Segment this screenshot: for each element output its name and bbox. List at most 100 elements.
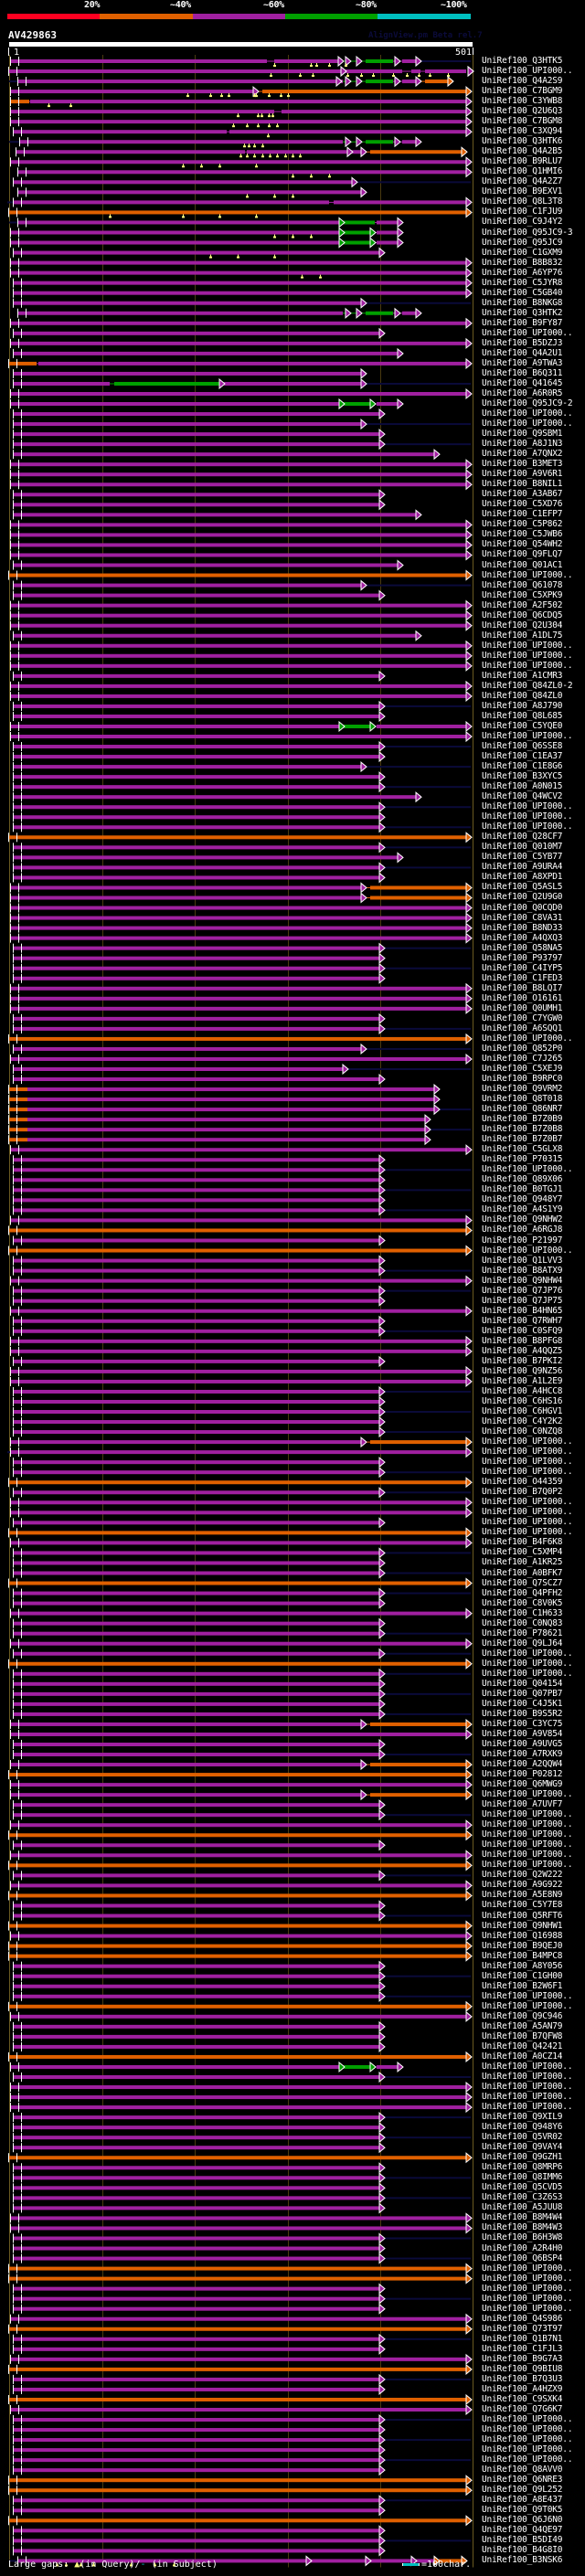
hit-label[interactable]: UniRef100_B8LQI7 [482,982,563,993]
hit-label[interactable]: UniRef100_Q2U304 [482,620,563,631]
hit-label[interactable]: UniRef100_A9URA4 [482,862,563,873]
hit-label[interactable]: UniRef100_B9RPC0 [482,1074,563,1085]
hit-label[interactable]: UniRef100_Q8IMM6 [482,2172,563,2183]
hit-label[interactable]: UniRef100_B8ATX9 [482,1265,563,1276]
hit-label[interactable]: UniRef100_B2W6F1 [482,1980,563,1991]
hit-label[interactable]: UniRef100_B9RLU7 [482,156,563,167]
hit-label[interactable]: UniRef100_B9QEJ0 [482,1940,563,1951]
hit-label[interactable]: UniRef100_Q9C946 [482,2010,563,2021]
hit-label[interactable]: UniRef100_Q3HTK2 [482,307,563,318]
hit-label[interactable]: UniRef100_UPI000.. [482,1668,573,1679]
hit-label[interactable]: UniRef100_UPI000.. [482,1497,573,1508]
hit-label[interactable]: UniRef100_B8ND33 [482,922,563,933]
hit-label[interactable]: UniRef100_B8M4W3 [482,2222,563,2233]
hit-label[interactable]: UniRef100_P21997 [482,1235,563,1246]
hit-label[interactable]: UniRef100_A5AN79 [482,2020,563,2031]
hit-label[interactable]: UniRef100_Q9NZ56 [482,1365,563,1376]
hit-label[interactable]: UniRef100_UPI000.. [482,1457,573,1468]
hit-label[interactable]: UniRef100_A3AB67 [482,489,563,500]
hit-label[interactable]: UniRef100_C1FJU9 [482,207,563,217]
hit-label[interactable]: UniRef100_UPI000.. [482,2061,573,2072]
hit-label[interactable]: UniRef100_C1FJL3 [482,2343,563,2354]
hit-label[interactable]: UniRef100_A9UVG5 [482,1739,563,1749]
hit-label[interactable]: UniRef100_UPI000.. [482,2273,573,2284]
hit-label[interactable]: UniRef100_Q9VAY4 [482,2142,563,2153]
hit-label[interactable]: UniRef100_UPI000.. [482,1648,573,1659]
hit-label[interactable]: UniRef100_B5DI49 [482,2535,563,2546]
hit-label[interactable]: UniRef100_Q5RFT6 [482,1910,563,1921]
hit-label[interactable]: UniRef100_Q8T018 [482,1094,563,1105]
hit-label[interactable]: UniRef100_Q948Y6 [482,2122,563,2133]
hit-label[interactable]: UniRef100_UPI000.. [482,1789,573,1800]
hit-label[interactable]: UniRef100_Q7JP75 [482,1295,563,1306]
hit-label[interactable]: UniRef100_B4F6K8 [482,1537,563,1548]
hit-label[interactable]: UniRef100_A8XPD1 [482,872,563,883]
hit-label[interactable]: UniRef100_C5JYR8 [482,277,563,288]
hit-label[interactable]: UniRef100_Q9L252 [482,2485,563,2496]
hit-label[interactable]: UniRef100_B9G7A3 [482,2353,563,2364]
hit-label[interactable]: UniRef100_C1EFP7 [482,509,563,520]
hit-label[interactable]: UniRef100_UPI000.. [482,1860,573,1871]
hit-label[interactable]: UniRef100_A7UVF7 [482,1799,563,1810]
hit-label[interactable]: UniRef100_UPI000.. [482,2424,573,2435]
hit-label[interactable]: UniRef100_Q9NHW1 [482,1920,563,1931]
hit-label[interactable]: UniRef100_UPI000.. [482,1467,573,1478]
hit-label[interactable]: UniRef100_C0NQ83 [482,1617,563,1628]
hit-label[interactable]: UniRef100_Q73T97 [482,2323,563,2334]
hit-label[interactable]: UniRef100_Q84ZL0-2 [482,680,573,691]
hit-label[interactable]: UniRef100_C3YC75 [482,1718,563,1729]
hit-label[interactable]: UniRef100_UPI000.. [482,2303,573,2314]
hit-label[interactable]: UniRef100_Q1HMI6 [482,166,563,177]
hit-label[interactable]: UniRef100_C3Z6S3 [482,2192,563,2203]
hit-label[interactable]: UniRef100_A0CZ14 [482,2051,563,2062]
hit-label[interactable]: UniRef100_P93797 [482,952,563,963]
hit-label[interactable]: UniRef100_C5Y7E8 [482,1900,563,1911]
hit-label[interactable]: UniRef100_UPI000.. [482,2434,573,2445]
hit-label[interactable]: UniRef100_UPI000.. [482,650,573,661]
hit-label[interactable]: UniRef100_B6Q311 [482,367,563,378]
hit-label[interactable]: UniRef100_Q9SBM1 [482,429,563,440]
hit-label[interactable]: UniRef100_C1EA37 [482,751,563,762]
hit-label[interactable]: UniRef100_Q0CQD0 [482,902,563,913]
hit-label[interactable]: UniRef100_Q95JC9 [482,237,563,248]
hit-label[interactable]: UniRef100_Q4A2U1 [482,347,563,358]
hit-label[interactable]: UniRef100_B7Q0P2 [482,1487,563,1498]
hit-label[interactable]: UniRef100_A4QXQ3 [482,932,563,943]
hit-label[interactable]: UniRef100_Q8AVV0 [482,2465,563,2475]
hit-label[interactable]: UniRef100_C5YQE0 [482,720,563,731]
hit-label[interactable]: UniRef100_B0TGJ1 [482,1184,563,1195]
hit-label[interactable]: UniRef100_UPI000.. [482,2454,573,2465]
hit-label[interactable]: UniRef100_B9S5R2 [482,1708,563,1719]
hit-label[interactable]: UniRef100_B4G8I0 [482,2545,563,2556]
hit-label[interactable]: UniRef100_A8Y056 [482,1960,563,1971]
hit-label[interactable]: UniRef100_Q2U9G0 [482,892,563,903]
hit-label[interactable]: UniRef100_C1E8G6 [482,761,563,772]
hit-label[interactable]: UniRef100_UPI000.. [482,419,573,429]
hit-label[interactable]: UniRef100_Q4A2B5 [482,146,563,157]
hit-label[interactable]: UniRef100_B7PKI2 [482,1355,563,1366]
hit-label[interactable]: UniRef100_C1FED3 [482,972,563,983]
hit-label[interactable]: UniRef100_Q6SSE8 [482,741,563,752]
hit-label[interactable]: UniRef100_UPI000.. [482,1839,573,1850]
hit-label[interactable]: UniRef100_UPI000.. [482,2283,573,2294]
hit-label[interactable]: UniRef100_B5DZJ3 [482,337,563,348]
hit-label[interactable]: UniRef100_Q95JC9-2 [482,398,573,409]
hit-label[interactable]: UniRef100_A2F502 [482,599,563,610]
hit-label[interactable]: UniRef100_UPI000.. [482,2102,573,2113]
hit-label[interactable]: UniRef100_C6HS16 [482,1395,563,1406]
hit-label[interactable]: UniRef100_Q7G6K7 [482,2403,563,2414]
hit-label[interactable]: UniRef100_C1GH00 [482,1970,563,1981]
hit-label[interactable]: UniRef100_C4IYP5 [482,962,563,973]
hit-label[interactable]: UniRef100_Q5CVD5 [482,2182,563,2193]
hit-label[interactable]: UniRef100_A2QQW4 [482,1759,563,1770]
hit-label[interactable]: UniRef100_C6HGV1 [482,1406,563,1417]
hit-label[interactable]: UniRef100_C1GXM9 [482,247,563,258]
hit-label[interactable]: UniRef100_UPI000.. [482,569,573,580]
hit-label[interactable]: UniRef100_UPI000.. [482,1658,573,1669]
hit-label[interactable]: UniRef100_UPI000.. [482,2092,573,2103]
hit-label[interactable]: UniRef100_C5JWB6 [482,529,563,540]
hit-label[interactable]: UniRef100_C0SFQ9 [482,1325,563,1336]
hit-label[interactable]: UniRef100_Q4WCV2 [482,791,563,802]
hit-label[interactable]: UniRef100_Q9NHW2 [482,1214,563,1225]
hit-label[interactable]: UniRef100_Q9T0K5 [482,2505,563,2516]
